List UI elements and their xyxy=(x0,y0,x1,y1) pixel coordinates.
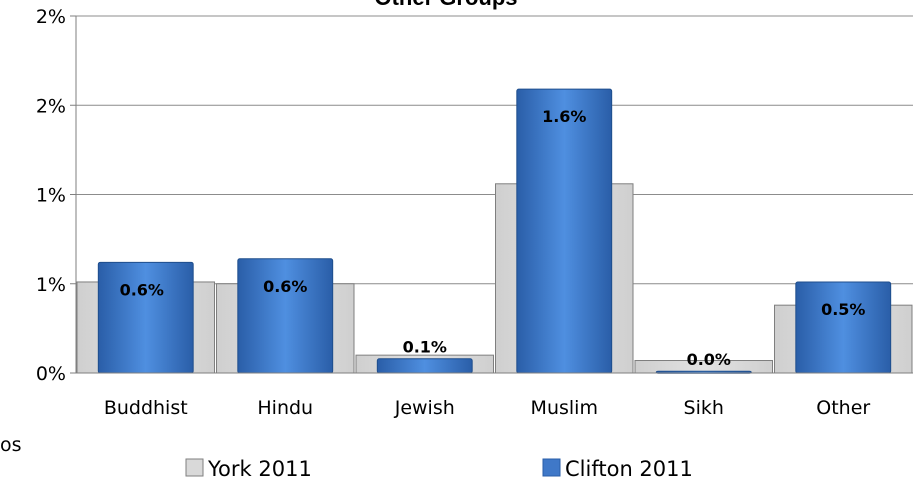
bar-clifton xyxy=(516,88,613,374)
data-labels: 0.6% 0.6% 0.1% 1.6% 0.0% 0.5% xyxy=(120,107,866,369)
data-label-clifton: 0.5% xyxy=(821,300,865,319)
legend-label-york: York 2011 xyxy=(207,457,312,481)
y-tick-label: 0% xyxy=(36,363,66,385)
y-axis-ticks: 0% 1% 1% 2% 2% xyxy=(36,6,76,385)
bar-clifton xyxy=(97,261,194,374)
data-label-clifton: 0.6% xyxy=(263,277,307,296)
legend-label-clifton: Clifton 2011 xyxy=(565,457,693,481)
y-tick-label: 2% xyxy=(36,6,66,28)
y-tick-label: 2% xyxy=(36,95,66,117)
series-york-bars xyxy=(76,183,913,374)
data-label-clifton: 0.1% xyxy=(403,338,447,357)
x-category-label: Hindu xyxy=(257,397,313,419)
bar-clifton xyxy=(376,358,473,374)
bar-clifton xyxy=(795,281,892,374)
data-label-clifton: 1.6% xyxy=(542,107,586,126)
x-category-label: Other xyxy=(816,397,870,419)
chart-title: Other Groups xyxy=(374,0,517,10)
y-tick-label: 1% xyxy=(36,185,66,207)
gridlines xyxy=(76,15,913,285)
x-category-label: Sikh xyxy=(684,397,724,419)
x-category-label: Muslim xyxy=(531,397,598,419)
legend-swatch-clifton xyxy=(542,458,561,477)
x-category-label: Buddhist xyxy=(104,397,188,419)
data-label-clifton: 0.6% xyxy=(120,280,164,299)
legend: York 2011 Clifton 2011 xyxy=(185,457,693,481)
legend-swatch-york xyxy=(185,458,204,477)
x-category-label: Jewish xyxy=(394,397,455,419)
x-axis-categories: Buddhist Hindu Jewish Muslim Sikh Other xyxy=(104,397,871,419)
stray-text: os xyxy=(0,434,22,456)
series-clifton-bars xyxy=(97,88,892,374)
y-tick-label: 1% xyxy=(36,274,66,296)
data-label-clifton: 0.0% xyxy=(687,350,731,369)
